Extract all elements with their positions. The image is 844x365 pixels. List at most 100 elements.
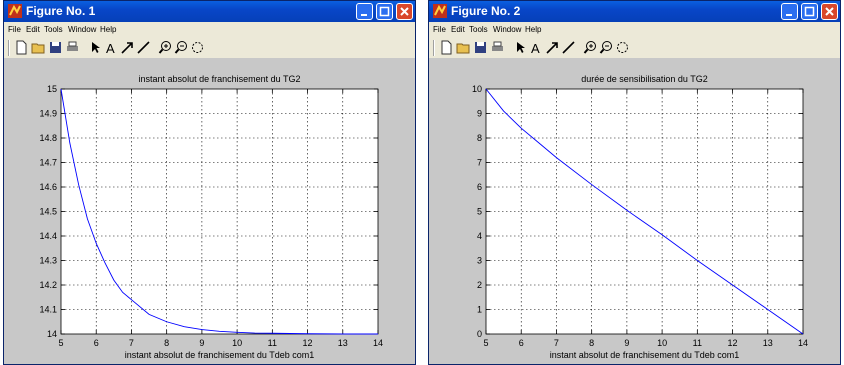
toolbar-grip [8,40,10,56]
insert-arrow-icon[interactable] [120,40,135,55]
menu-window[interactable]: Window [68,25,97,34]
title-bar[interactable]: Figure No. 2 [429,1,840,22]
menu-help[interactable]: Help [525,25,542,34]
series-line-0[interactable] [60,88,378,335]
insert-line-icon[interactable] [561,40,576,55]
rotate-3d-icon[interactable] [190,40,205,55]
x-tick-label: 8 [164,338,169,348]
series-line-0[interactable] [485,88,804,335]
menu-help[interactable]: Help [100,25,117,34]
menu-window[interactable]: Window [493,25,522,34]
figure-window-1: Figure No. 1 File Edit Tools Window Help… [3,0,416,365]
insert-text-icon[interactable]: A [104,40,119,55]
x-tick-label: 12 [728,338,738,348]
rotate-3d-icon[interactable] [615,40,630,55]
menu-edit[interactable]: Edit [451,25,465,34]
x-tick-label: 12 [303,338,313,348]
arrow-select-icon[interactable] [513,40,528,55]
zoom-out-icon[interactable] [174,40,189,55]
y-tick-label: 8 [477,133,482,143]
window-title: Figure No. 2 [451,4,521,18]
x-tick-label: 8 [589,338,594,348]
maximize-icon [379,6,390,17]
zoom-in-icon[interactable] [583,40,598,55]
axes-frame [60,88,379,335]
matlab-figure-icon [433,4,447,18]
insert-line-icon[interactable] [136,40,151,55]
y-tick-label: 14.2 [39,280,57,290]
minimize-icon [786,14,792,16]
y-tick-label: 2 [477,280,482,290]
save-icon[interactable] [48,40,63,55]
y-tick-label: 3 [477,256,482,266]
close-button[interactable] [821,3,838,20]
zoom-in-icon[interactable] [158,40,173,55]
matlab-figure-icon [8,4,22,18]
line-chart[interactable]: durée de sensibilisation du TG2 instant … [429,58,840,364]
line-chart[interactable]: instant absolut de franchisement du TG2 … [4,58,415,364]
minimize-button[interactable] [781,3,798,20]
x-tick-label: 7 [554,338,559,348]
insert-arrow-icon[interactable] [545,40,560,55]
y-tick-label: 10 [472,84,482,94]
y-tick-label: 1 [477,305,482,315]
minimize-button[interactable] [356,3,373,20]
new-figure-icon[interactable] [439,40,454,55]
chart-title: instant absolut de franchisement du TG2 [139,74,301,84]
save-icon[interactable] [473,40,488,55]
x-tick-label: 5 [58,338,63,348]
title-bar[interactable]: Figure No. 1 [4,1,415,22]
menu-edit[interactable]: Edit [26,25,40,34]
axes-frame [485,88,804,335]
zoom-out-icon[interactable] [599,40,614,55]
toolbar: A [429,38,840,59]
y-tick-label: 14.7 [39,158,57,168]
plot-area: durée de sensibilisation du TG2 instant … [429,58,840,364]
y-tick-label: 9 [477,109,482,119]
insert-text-icon[interactable]: A [529,40,544,55]
menu-file[interactable]: File [8,25,21,34]
plot-area: instant absolut de franchisement du TG2 … [4,58,415,364]
toolbar-grip [433,40,435,56]
open-file-icon[interactable] [31,40,46,55]
menu-tools[interactable]: Tools [469,25,488,34]
svg-text:A: A [531,41,540,55]
arrow-select-icon[interactable] [88,40,103,55]
new-figure-icon[interactable] [14,40,29,55]
y-tick-label: 14.1 [39,305,57,315]
maximize-button[interactable] [801,3,818,20]
x-tick-label: 6 [519,338,524,348]
menu-tools[interactable]: Tools [44,25,63,34]
x-axis-label: instant absolut de franchisement du Tdeb… [550,350,739,360]
y-tick-label: 6 [477,182,482,192]
menu-file[interactable]: File [433,25,446,34]
x-tick-label: 9 [624,338,629,348]
y-tick-label: 14.6 [39,182,57,192]
print-icon[interactable] [65,40,80,55]
x-tick-label: 10 [657,338,667,348]
menu-bar: File Edit Tools Window Help [4,22,415,38]
y-tick-label: 4 [477,231,482,241]
x-tick-label: 13 [763,338,773,348]
x-tick-label: 6 [94,338,99,348]
x-tick-label: 13 [338,338,348,348]
y-tick-label: 14 [47,329,57,339]
x-tick-label: 9 [199,338,204,348]
chart-title: durée de sensibilisation du TG2 [581,74,707,84]
close-icon [400,7,409,16]
minimize-icon [361,14,367,16]
x-tick-label: 10 [232,338,242,348]
maximize-icon [804,6,815,17]
print-icon[interactable] [490,40,505,55]
y-tick-label: 15 [47,84,57,94]
window-title: Figure No. 1 [26,4,96,18]
open-file-icon[interactable] [456,40,471,55]
x-tick-label: 5 [483,338,488,348]
x-tick-label: 11 [268,338,277,348]
y-tick-label: 14.3 [39,256,57,266]
menu-bar: File Edit Tools Window Help [429,22,840,38]
close-icon [825,7,834,16]
maximize-button[interactable] [376,3,393,20]
toolbar: A [4,38,415,59]
close-button[interactable] [396,3,413,20]
